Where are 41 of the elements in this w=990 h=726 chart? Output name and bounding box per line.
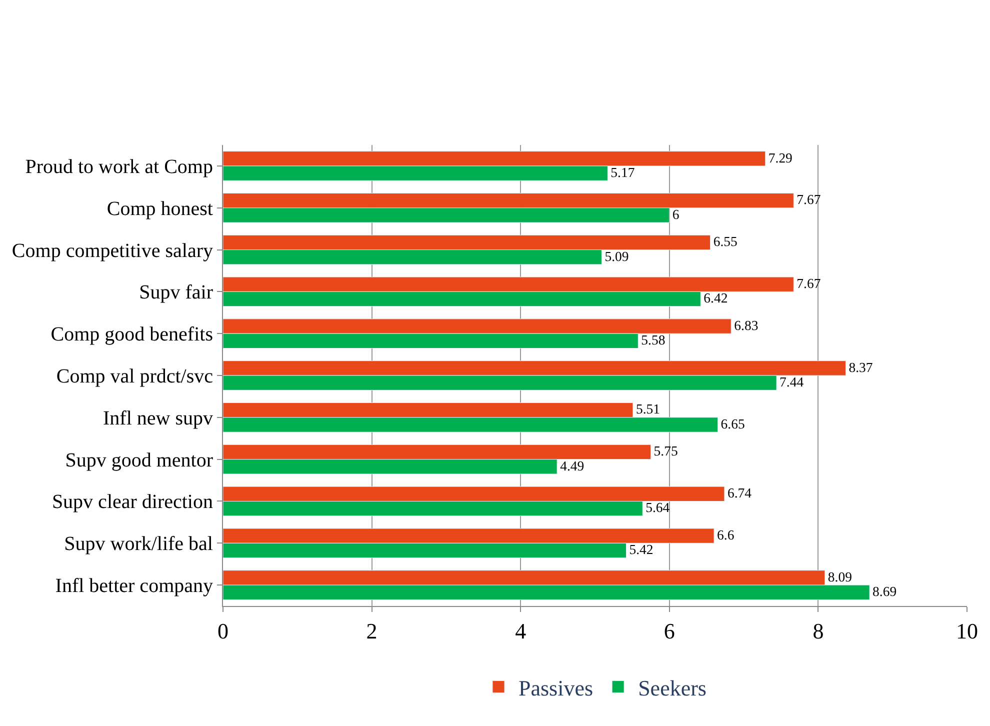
y-tick-label: Supv fair [139,282,214,304]
x-tick-label: 4 [515,618,526,644]
data-label: 7.67 [796,192,821,208]
data-label: 7.67 [796,276,821,292]
data-label: 5.64 [646,500,670,516]
y-tick-label: Supv work/life bal [64,533,214,556]
x-tick-label: 6 [664,618,675,644]
data-label: 8.69 [872,584,897,600]
data-label: 6.65 [720,416,745,432]
data-label: 8.37 [848,360,873,375]
data-label: 5.58 [641,332,666,348]
legend-label: Passives [518,675,594,700]
data-label: 6.42 [704,290,728,306]
data-label: 8.09 [828,569,852,584]
data-label: 6.83 [734,318,758,333]
x-tick-label: 8 [812,618,824,644]
y-tick-label: Comp val prdct/svc [56,366,214,388]
y-tick-label: Supv good mentor [65,449,214,472]
x-tick-label: 10 [956,618,978,644]
data-label: 6.55 [713,234,738,250]
y-tick-label: Infl new supv [103,407,213,430]
data-label: 5.09 [604,248,629,264]
x-tick-label: 0 [218,618,228,644]
data-label: 6.6 [717,527,734,542]
data-label: 6.74 [727,486,752,501]
data-label: 6 [672,206,680,222]
data-label: 5.51 [636,402,660,417]
y-tick-label: Proud to work at Comp [25,156,213,178]
y-tick-label: Supv clear direction [52,491,213,514]
y-tick-label: Comp competitive salary [12,240,213,262]
data-label: 5.17 [610,164,635,180]
data-label: 4.49 [560,458,584,474]
y-tick-label: Infl better company [55,575,213,598]
data-label: 7.29 [768,150,793,166]
x-tick-label: 2 [366,618,378,644]
y-tick-label: Comp honest [106,198,214,220]
y-tick-label: Comp good benefits [50,324,214,346]
data-label: 5.75 [654,444,678,459]
data-label: 5.42 [629,542,654,558]
legend-label: Seekers [638,675,706,700]
data-label: 7.44 [780,374,804,390]
